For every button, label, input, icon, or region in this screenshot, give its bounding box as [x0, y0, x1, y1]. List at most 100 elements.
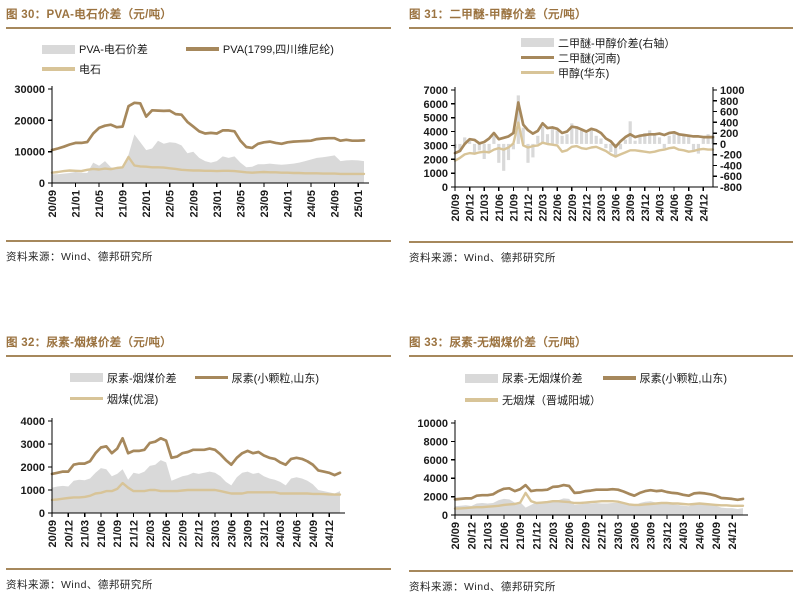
legend-row: PVA-电石价差 PVA(1799,四川维尼纶): [42, 39, 391, 59]
legend: PVA-电石价差 PVA(1799,四川维尼纶) 电石: [6, 39, 391, 79]
source-rule: [409, 570, 793, 572]
series-bar: [497, 143, 501, 163]
legend-label: 尿素(小颗粒,山东): [231, 372, 320, 385]
legend-label: 二甲醚-甲醇价差(右轴）: [558, 37, 676, 50]
series-bar: [677, 134, 681, 144]
x-tick-label: 21/05: [94, 190, 106, 218]
legend-row: 尿素-烟煤价差 尿素(小颗粒,山东): [70, 367, 391, 388]
title-rule: [6, 27, 391, 29]
figure-32: 图 32：尿素-烟煤价差（元/吨） 尿素-烟煤价差 尿素(小颗粒,山东) 烟煤(优混…: [0, 298, 403, 595]
x-tick-label: 21/01: [71, 190, 83, 218]
y-tick-label: 0: [442, 510, 448, 522]
series-bar: [589, 130, 593, 144]
x-tick-label: 23/06: [226, 520, 238, 548]
source-note: 资料来源：Wind、德邦研究所: [6, 251, 153, 263]
x-tick-label: 21/09: [508, 194, 520, 222]
x-tick-label: 24/06: [695, 522, 707, 550]
x-tick-label: 24/12: [324, 520, 336, 548]
legend-swatch-line: [70, 396, 103, 401]
x-tick-label: 23/06: [629, 522, 641, 550]
x-tick-label: 23/12: [640, 194, 652, 222]
series-bar: [472, 143, 477, 154]
y-tick-label: 1000: [424, 168, 448, 180]
series-bar: [560, 135, 564, 144]
plot-area: 0 1000 2000 3000 4000 20/09 20/12 21/03 21/06 21/…: [6, 413, 391, 564]
x-tick-label: 23/03: [596, 194, 608, 222]
x-tick-label: 23/09: [625, 194, 637, 222]
legend-swatch-line: [521, 55, 554, 60]
legend-row: 二甲醚-甲醇价差(右轴）: [521, 35, 793, 50]
title-rule: [409, 27, 793, 29]
x-tick-label: 23/06: [611, 194, 623, 222]
series-bar: [565, 134, 569, 144]
y-tick-label-right: -200: [720, 150, 742, 162]
y-tick-label: 2000: [21, 462, 45, 474]
x-tick-label: 22/09: [567, 194, 579, 222]
legend-swatch-line: [42, 67, 75, 71]
x-tick-label: 24/09: [684, 194, 696, 222]
x-tick-label: 21/06: [494, 194, 506, 222]
series-bar: [653, 134, 657, 144]
x-tick-label: 20/09: [47, 190, 59, 218]
legend-label: 二甲醚(河南): [558, 52, 621, 65]
figure-title: 图 31：二甲醚-甲醇价差（元/吨）: [409, 9, 587, 21]
x-tick-label: 23/09: [243, 520, 255, 548]
series-area: [52, 460, 340, 513]
figure-title: 图 33：尿素-无烟煤价差（元/吨）: [409, 337, 587, 349]
series-bar: [623, 139, 627, 144]
x-tick-label: 24/09: [330, 190, 342, 218]
figure-30: 图 30：PVA-电石价差（元/吨） PVA-电石价差 PVA(1799,四川维尼…: [0, 0, 403, 298]
series-bar: [604, 143, 608, 149]
figure-31: 图 31：二甲醚-甲醇价差（元/吨） 二甲醚-甲醇价差(右轴） 二甲醚(河南) 甲醇…: [403, 0, 805, 298]
y-tick-label: 7000: [424, 85, 448, 97]
x-tick-label: 20/12: [466, 522, 478, 550]
x-tick-label: 22/06: [552, 194, 564, 222]
legend-row: 二甲醚(河南): [521, 50, 793, 65]
y-tick-label: 3000: [424, 140, 448, 152]
legend-label: PVA-电石价差: [79, 44, 148, 56]
series-bar: [643, 133, 647, 144]
y-tick-label: 4000: [21, 416, 45, 428]
legend: 二甲醚-甲醇价差(右轴） 二甲醚(河南) 甲醇(华东): [409, 35, 793, 80]
x-tick-label: 22/03: [548, 522, 560, 550]
chart-canvas: 0 1000 2000 3000 4000 20/09 20/12 21/03 21/06 21/…: [21, 416, 345, 548]
series-bar: [468, 140, 472, 144]
legend-label: 尿素-烟煤价差: [107, 372, 177, 385]
chart-canvas: 0 10000 20000 30000 20/09 21/01 21/05 21/09 22/0…: [14, 84, 369, 218]
source-note: 资料来源：Wind、德邦研究所: [409, 581, 556, 593]
y-tick-label: 4000: [424, 127, 448, 139]
x-tick-label: 21/03: [479, 194, 491, 222]
series-bar: [463, 137, 467, 144]
series-bar: [594, 135, 598, 144]
x-tick-label: 24/12: [698, 194, 710, 222]
y-tick-label: 10000: [417, 418, 448, 430]
series-bar: [477, 143, 481, 151]
series-bar: [633, 140, 637, 144]
legend-row: 甲醇(华东): [521, 65, 793, 80]
series-line: [50, 101, 366, 152]
x-tick-label: 23/01: [212, 190, 224, 218]
x-tick-label: 21/12: [532, 522, 544, 550]
source-rule: [6, 240, 391, 242]
x-tick-label: 24/03: [275, 520, 287, 548]
x-tick-label: 22/12: [581, 194, 593, 222]
series-line: [453, 121, 715, 162]
series-bar: [580, 130, 584, 144]
y-tick-label: 0: [39, 508, 45, 520]
legend: 尿素-无烟煤价差 尿素(小颗粒,山东) 无烟煤（晋城阳城）: [409, 367, 793, 411]
y-tick-label: 1000: [21, 485, 45, 497]
series-bar: [628, 121, 632, 144]
y-tick-label: 6000: [424, 455, 448, 467]
x-tick-label: 24/05: [306, 190, 318, 218]
y-tick-label: 2000: [424, 492, 448, 504]
y-tick-label: 4000: [424, 473, 448, 485]
series-bar: [648, 130, 652, 144]
x-tick-label: 22/09: [580, 522, 592, 550]
x-tick-label: 24/09: [711, 522, 723, 550]
x-tick-label: 22/12: [194, 520, 206, 548]
series-bar: [662, 143, 666, 149]
x-tick-label: 23/05: [235, 190, 247, 218]
y-tick-label-right: -800: [720, 182, 742, 194]
